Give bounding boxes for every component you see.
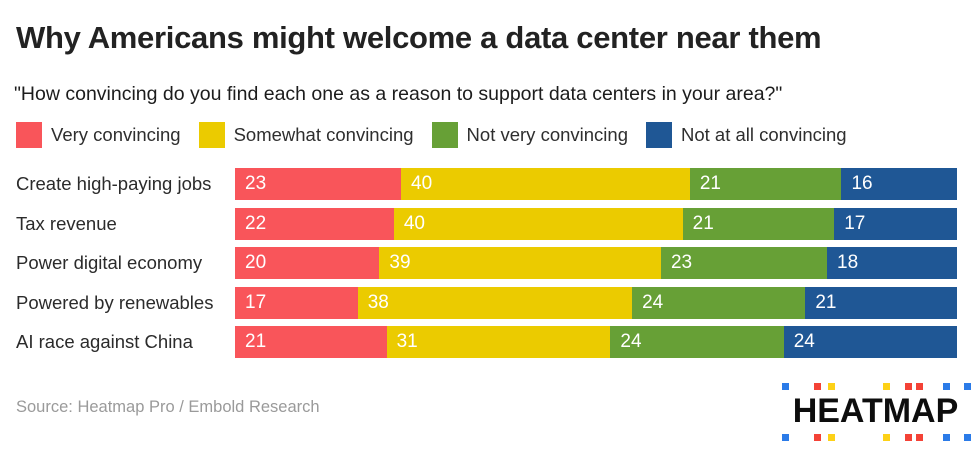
logo-dot-icon <box>782 434 789 441</box>
stacked-bar-chart: Create high-paying jobs 23 40 21 16 Tax reven… <box>16 168 957 358</box>
logo-dot-icon <box>828 383 835 390</box>
bar-track: 23 40 21 16 <box>235 168 957 200</box>
bar-segment: 17 <box>235 286 358 319</box>
logo-dot-icon <box>828 434 835 441</box>
logo-dot-icon <box>814 383 821 390</box>
bar-segment: 21 <box>689 168 842 200</box>
bar-track: 22 40 21 17 <box>235 207 957 240</box>
page-title: Why Americans might welcome a data cente… <box>16 20 822 55</box>
category-label: Tax revenue <box>16 212 117 234</box>
legend-item: Not at all convincing <box>645 122 847 148</box>
chart-row: Power digital economy 20 39 23 18 <box>16 247 957 279</box>
logo-dots-top <box>778 383 973 390</box>
chart-row: Create high-paying jobs 23 40 21 16 <box>16 168 957 200</box>
category-label: Create high-paying jobs <box>16 173 212 194</box>
legend: Very convincing Somewhat convincing Not ve… <box>16 122 847 148</box>
bar-segment: 38 <box>357 286 633 319</box>
legend-label: Very convincing <box>51 124 181 145</box>
legend-label: Not at all convincing <box>680 124 847 145</box>
chart-row: AI race against China 21 31 24 24 <box>16 326 957 358</box>
logo-dot-icon <box>916 383 923 390</box>
bar-segment: 24 <box>632 286 806 319</box>
legend-swatch-icon <box>645 122 672 148</box>
bar-segment: 24 <box>783 326 957 358</box>
bar-segment: 21 <box>682 207 835 240</box>
logo-dot-icon <box>905 383 912 390</box>
legend-item: Not very convincing <box>431 122 628 148</box>
bar-segment: 24 <box>610 326 784 358</box>
bar-track: 21 31 24 24 <box>235 326 957 358</box>
legend-swatch-icon <box>16 122 42 148</box>
logo-dot-icon <box>964 383 971 390</box>
legend-item: Somewhat convincing <box>198 122 414 148</box>
chart-row: Tax revenue 22 40 21 17 <box>16 207 957 240</box>
bar-segment: 40 <box>401 168 690 200</box>
bar-track: 20 39 23 18 <box>235 247 957 279</box>
logo-dot-icon <box>814 434 821 441</box>
source-note: Source: Heatmap Pro / Embold Research <box>16 398 320 416</box>
logo-dot-icon <box>916 434 923 441</box>
bar-track: 17 38 24 21 <box>235 286 957 319</box>
logo-dot-icon <box>905 434 912 441</box>
bar-segment: 23 <box>660 247 828 279</box>
bar-segment: 16 <box>841 168 957 200</box>
bar-segment: 20 <box>235 247 380 279</box>
survey-question-subtitle: "How convincing do you find each one as … <box>14 83 783 105</box>
logo-dot-icon <box>782 383 789 390</box>
bar-segment: 22 <box>235 207 394 240</box>
bar-segment: 18 <box>827 247 957 279</box>
logo-wordmark: HEATMAP <box>792 392 959 430</box>
logo-dot-icon <box>883 383 890 390</box>
bar-segment: 21 <box>805 286 957 319</box>
category-label: Powered by renewables <box>16 291 214 313</box>
logo-dot-icon <box>883 434 890 441</box>
bar-segment: 31 <box>386 326 611 358</box>
logo-dot-icon <box>943 434 950 441</box>
bar-segment: 23 <box>235 168 402 200</box>
logo-dot-icon <box>943 383 950 390</box>
bar-segment: 21 <box>235 326 387 358</box>
legend-swatch-icon <box>198 122 225 148</box>
legend-label: Not very convincing <box>466 124 628 145</box>
legend-label: Somewhat convincing <box>233 124 414 145</box>
bar-segment: 17 <box>834 207 957 240</box>
category-label: AI race against China <box>16 331 193 352</box>
category-label: Power digital economy <box>16 252 203 273</box>
logo-dot-icon <box>964 434 971 441</box>
bar-segment: 40 <box>393 207 683 240</box>
logo-dots-bottom <box>778 434 973 441</box>
legend-swatch-icon <box>431 122 458 148</box>
heatmap-logo: HEATMAP <box>778 383 973 441</box>
bar-segment: 39 <box>379 247 661 279</box>
chart-row: Powered by renewables 17 38 24 21 <box>16 286 957 319</box>
legend-item: Very convincing <box>16 122 181 148</box>
